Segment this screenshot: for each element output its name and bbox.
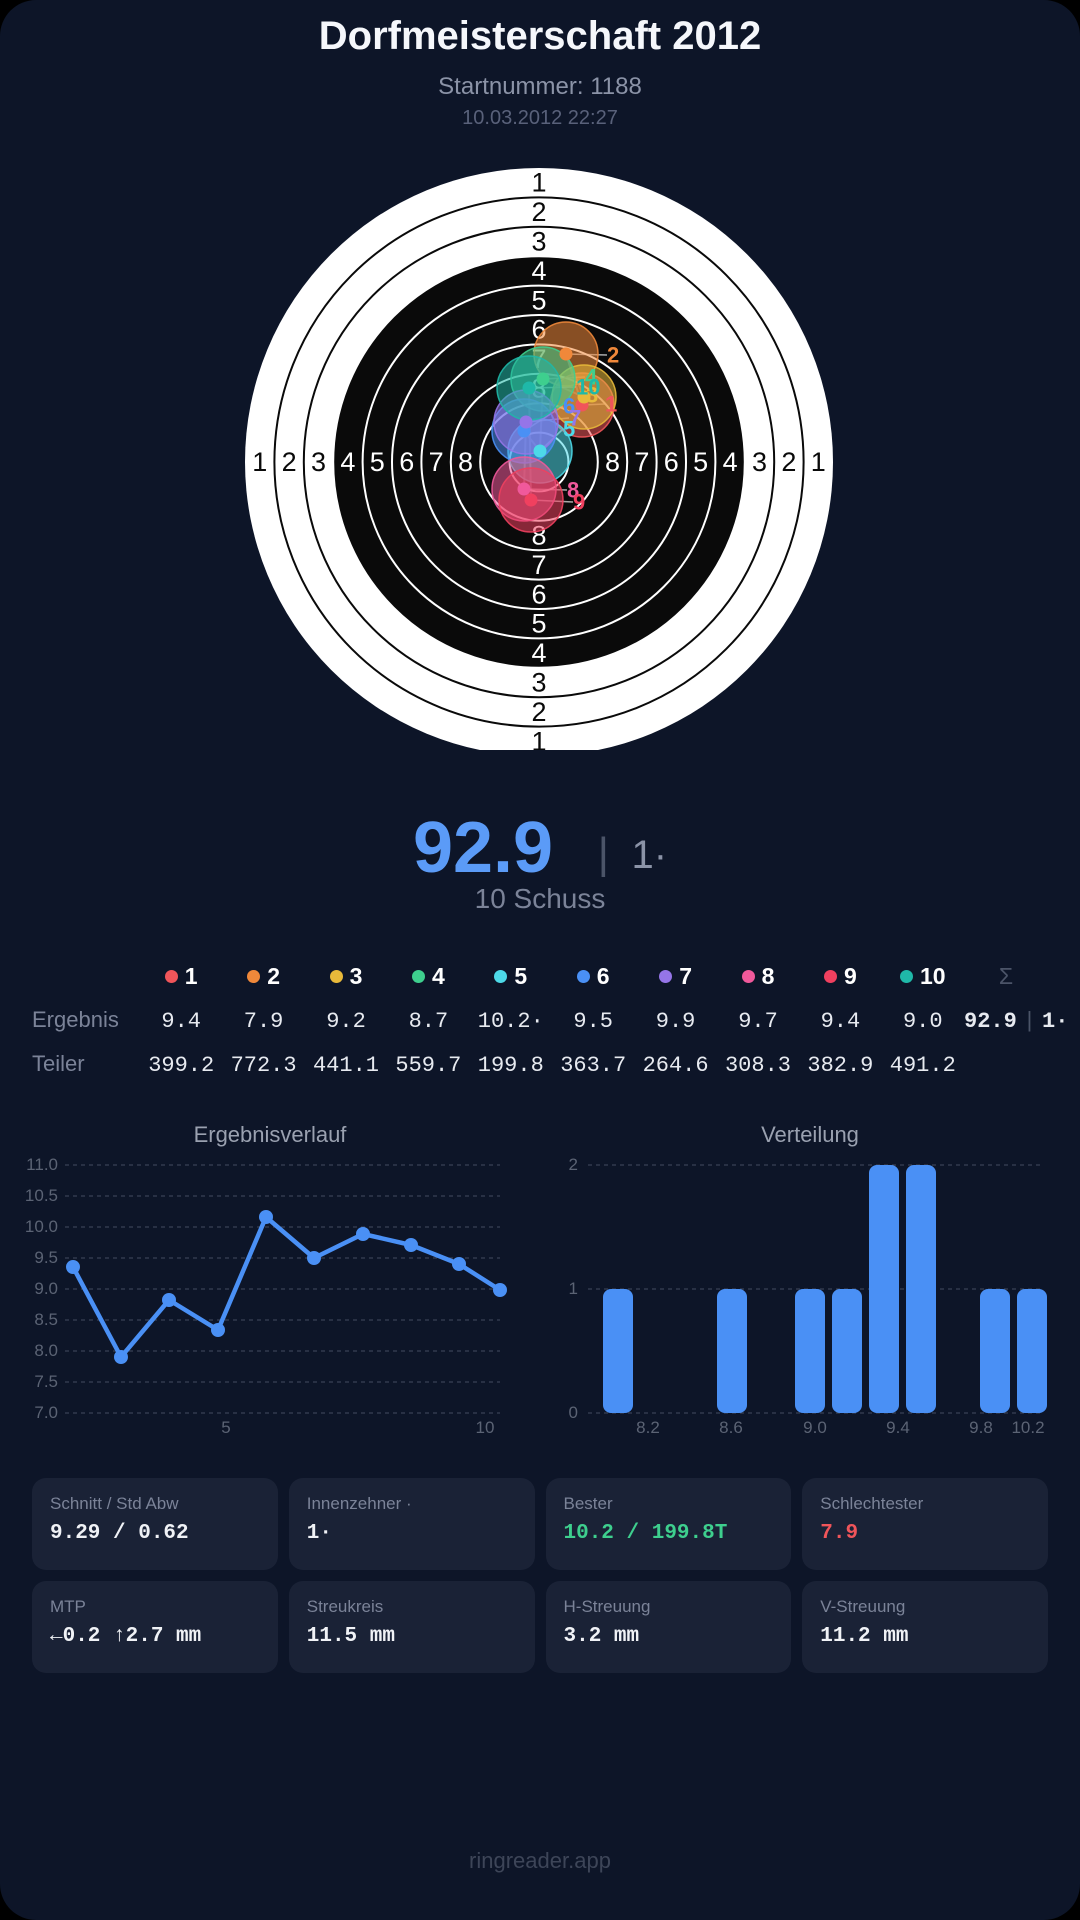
svg-text:9: 9 — [573, 490, 585, 515]
svg-text:4: 4 — [723, 447, 738, 477]
svg-text:4: 4 — [531, 638, 546, 668]
svg-text:7: 7 — [569, 406, 581, 431]
svg-text:1: 1 — [252, 447, 267, 477]
svg-text:3: 3 — [531, 227, 546, 257]
svg-text:3: 3 — [531, 668, 546, 698]
svg-text:5: 5 — [531, 285, 546, 315]
svg-text:7: 7 — [634, 447, 649, 477]
svg-text:9.5: 9.5 — [34, 1248, 58, 1267]
svg-text:8: 8 — [605, 447, 620, 477]
svg-text:10: 10 — [576, 375, 600, 400]
svg-text:0: 0 — [569, 1403, 578, 1422]
svg-text:1: 1 — [531, 726, 546, 750]
svg-text:10.5: 10.5 — [25, 1186, 58, 1205]
svg-text:11.0: 11.0 — [26, 1155, 58, 1174]
svg-text:2: 2 — [781, 447, 796, 477]
svg-text:10: 10 — [476, 1418, 495, 1437]
svg-text:8: 8 — [458, 447, 473, 477]
svg-text:1: 1 — [605, 392, 617, 417]
svg-text:6: 6 — [399, 447, 414, 477]
svg-text:Verteilung: Verteilung — [761, 1122, 859, 1147]
svg-text:2: 2 — [569, 1155, 578, 1174]
svg-text:8.0: 8.0 — [34, 1341, 58, 1360]
svg-text:5: 5 — [693, 447, 708, 477]
svg-text:10.2: 10.2 — [1011, 1418, 1044, 1437]
svg-text:5: 5 — [221, 1418, 230, 1437]
svg-text:10.0: 10.0 — [25, 1217, 58, 1236]
svg-text:2: 2 — [607, 343, 619, 368]
svg-text:9.0: 9.0 — [803, 1418, 827, 1437]
svg-text:6: 6 — [664, 447, 679, 477]
svg-text:3: 3 — [311, 447, 326, 477]
svg-text:7.5: 7.5 — [34, 1372, 58, 1391]
svg-text:1: 1 — [531, 168, 546, 198]
svg-text:9.0: 9.0 — [34, 1279, 58, 1298]
svg-text:1: 1 — [811, 447, 826, 477]
svg-text:8.2: 8.2 — [636, 1418, 660, 1437]
svg-text:4: 4 — [340, 447, 355, 477]
svg-text:7.0: 7.0 — [34, 1403, 58, 1422]
svg-text:7: 7 — [531, 550, 546, 580]
svg-text:Ergebnisverlauf: Ergebnisverlauf — [194, 1122, 348, 1147]
svg-text:6: 6 — [531, 579, 546, 609]
svg-text:3: 3 — [752, 447, 767, 477]
svg-text:1: 1 — [569, 1279, 578, 1298]
svg-text:8.6: 8.6 — [719, 1418, 743, 1437]
svg-text:2: 2 — [531, 197, 546, 227]
svg-text:5: 5 — [370, 447, 385, 477]
svg-text:5: 5 — [531, 609, 546, 639]
svg-text:9.4: 9.4 — [886, 1418, 910, 1437]
svg-text:4: 4 — [531, 256, 546, 286]
svg-text:2: 2 — [282, 447, 297, 477]
svg-text:9.8: 9.8 — [969, 1418, 993, 1437]
svg-text:8.5: 8.5 — [34, 1310, 58, 1329]
svg-text:7: 7 — [429, 447, 444, 477]
svg-text:2: 2 — [531, 697, 546, 727]
